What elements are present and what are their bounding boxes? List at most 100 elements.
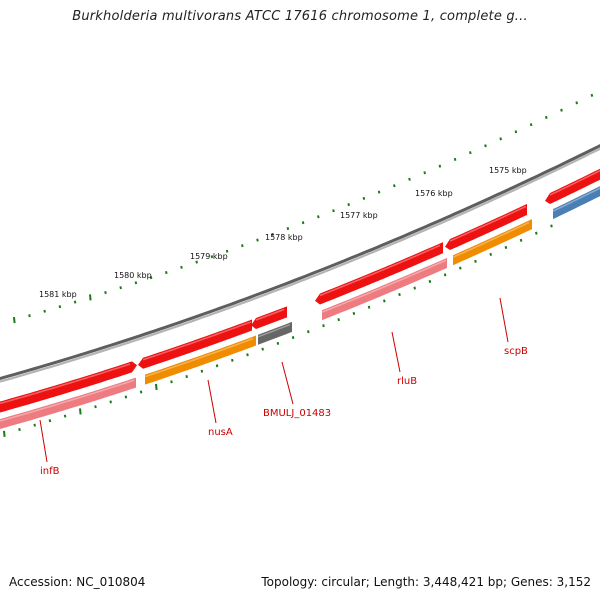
scale-tick xyxy=(484,144,487,148)
inner-scale-tick xyxy=(367,305,371,309)
inner-scale-tick xyxy=(48,419,52,423)
inner-scale-tick xyxy=(504,245,508,249)
inner-scale-tick xyxy=(185,375,188,379)
label-leader xyxy=(281,361,294,405)
scale-tick xyxy=(180,265,183,269)
scale-tick xyxy=(225,249,229,253)
label-leader xyxy=(391,331,401,373)
scale-tick xyxy=(393,184,396,188)
gene-cds-red xyxy=(0,361,137,413)
inner-scale-tick xyxy=(63,414,67,418)
inner-scale-tick xyxy=(443,273,447,277)
scale-tick xyxy=(575,101,578,105)
gene-cds-red-shine xyxy=(142,321,252,361)
inner-scale-tick xyxy=(109,400,112,404)
scale-tick xyxy=(28,314,31,318)
inner-scale-tick xyxy=(170,380,173,384)
scale-tick xyxy=(590,93,594,97)
inner-scale-tick xyxy=(489,252,492,256)
gene-label-scpB: scpB xyxy=(504,346,528,357)
scale-tick xyxy=(453,157,457,161)
scale-tick xyxy=(286,227,290,231)
gene-cds-red xyxy=(545,168,600,205)
label-leader xyxy=(39,419,48,463)
backbone-dark xyxy=(0,144,600,381)
gene-pink xyxy=(322,257,447,321)
inner-scale-tick xyxy=(550,224,553,228)
scale-tick xyxy=(362,196,366,200)
inner-scale-tick xyxy=(398,293,401,297)
gene-pink xyxy=(0,377,136,429)
label-leader xyxy=(207,379,217,424)
gene-cds-red-shine xyxy=(549,169,600,196)
inner-scale-tick xyxy=(200,369,204,373)
gene-orange-shine xyxy=(452,221,530,258)
scale-tick xyxy=(43,309,46,313)
scale-tick xyxy=(514,130,518,134)
gene-orange xyxy=(145,335,256,385)
scale-tick xyxy=(104,291,107,295)
gene-cds-red xyxy=(138,319,252,369)
gene-label-rluB: rluB xyxy=(397,376,417,387)
inner-scale-tick xyxy=(18,428,21,432)
gene-orange xyxy=(453,219,532,266)
map-title: Burkholderia multivorans ATCC 17616 chro… xyxy=(72,9,528,24)
gene-gray-shine xyxy=(257,323,291,338)
inner-scale-tick xyxy=(352,311,356,316)
gene-cds-red xyxy=(315,242,443,305)
scale-tick xyxy=(165,271,168,275)
scale-tick xyxy=(256,238,259,242)
scale-tick xyxy=(560,108,563,112)
topology-text: Topology: circular; Length: 3,448,421 bp… xyxy=(261,575,591,589)
inner-scale-tick xyxy=(33,423,36,427)
kbp-label: 1578 kbp xyxy=(265,233,303,242)
kbp-label: 1581 kbp xyxy=(39,290,77,299)
gene-pink-shine xyxy=(0,379,135,422)
kbp-label: 1580 kbp xyxy=(114,271,152,280)
inner-scale-tick xyxy=(246,353,249,357)
kbp-label: 1575 kbp xyxy=(489,166,527,175)
scale-tick xyxy=(73,300,77,304)
gene-cds-red-shine xyxy=(255,308,285,321)
scale-tick xyxy=(89,294,92,301)
scale-tick xyxy=(241,244,244,248)
scale-tick xyxy=(423,171,426,175)
gene-label-infB: infB xyxy=(40,466,60,477)
inner-scale-tick xyxy=(155,383,158,391)
scale-tick xyxy=(377,190,381,194)
inner-scale-tick xyxy=(139,390,143,394)
kbp-label: 1576 kbp xyxy=(415,189,453,198)
scale-tick xyxy=(545,115,548,119)
inner-scale-tick xyxy=(337,318,340,322)
inner-scale-tick xyxy=(124,395,128,399)
kbp-label: 1579 kbp xyxy=(190,252,228,261)
inner-scale-tick xyxy=(535,231,538,235)
inner-scale-tick xyxy=(322,324,325,328)
scale-tick xyxy=(119,286,122,290)
label-leader xyxy=(499,297,509,343)
gene-cds-red-shine xyxy=(319,244,441,297)
scale-tick xyxy=(347,203,350,207)
inner-scale-tick xyxy=(94,405,97,409)
scale-tick xyxy=(469,151,472,155)
scale-tick xyxy=(13,316,16,324)
scale-tick xyxy=(195,260,198,264)
gene-gray xyxy=(258,321,292,345)
gene-pink-shine xyxy=(321,259,447,313)
gene-label-nusA: nusA xyxy=(208,427,233,438)
inner-scale-tick xyxy=(261,347,264,351)
scale-tick xyxy=(149,276,153,280)
gene-cds-red xyxy=(251,306,287,330)
scale-tick xyxy=(301,221,305,225)
gene-orange-shine xyxy=(144,337,254,378)
scale-tick xyxy=(408,177,411,181)
scale-tick xyxy=(332,209,335,213)
inner-scale-tick xyxy=(519,238,523,242)
inner-scale-tick xyxy=(231,358,234,362)
scale-tick xyxy=(317,215,320,219)
scale-tick xyxy=(438,164,442,168)
scale-tick xyxy=(529,123,533,127)
scale-tick xyxy=(134,281,138,285)
inner-scale-tick xyxy=(291,336,295,340)
